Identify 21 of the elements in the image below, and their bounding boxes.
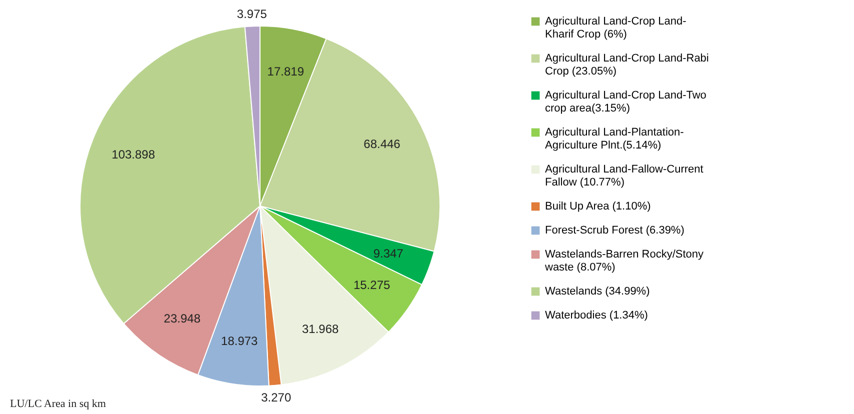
legend-label: Agricultural Land-Plantation-Agriculture Plnt.(5.14%) (545, 126, 684, 152)
data-label: 3.975 (236, 7, 268, 22)
legend-label: Waterbodies (1.34%) (545, 310, 648, 322)
data-label: 9.347 (373, 246, 404, 260)
legend-label: Wastelands-Barren Rocky/Stony waste (8.07%) (544, 248, 704, 274)
legend-label: Forest-Scrub Forest (6.39%) (545, 224, 684, 236)
legend-label: Agricultural Land-Crop Land-Two crop area(3.15%) (545, 90, 706, 114)
legend-label: Agricultural Land-Crop Land-Kharif Crop (6%) (545, 16, 687, 40)
legend-label: Wastelands (34.99%) (545, 286, 650, 298)
data-label: 3.270 (261, 390, 292, 404)
data-label: 23.948 (164, 311, 201, 326)
text: LU/LC Area in sq km (10, 398, 106, 410)
data-label: 103.898 (112, 147, 156, 162)
legend-label: Agricultural Land-Fallow-Current Fallow (10.77%) (545, 164, 704, 188)
data-label: 15.275 (353, 278, 390, 292)
legend-label: Agricultural Land-Crop Land-Rabi Crop (23.05%) (545, 52, 709, 78)
data-label: 18.973 (221, 334, 258, 348)
data-label: 17.819 (267, 64, 304, 79)
data-label: 68.446 (364, 137, 401, 152)
data-label: 31.968 (302, 322, 340, 336)
legend-label: Built Up Area (1.10%) (545, 200, 651, 212)
